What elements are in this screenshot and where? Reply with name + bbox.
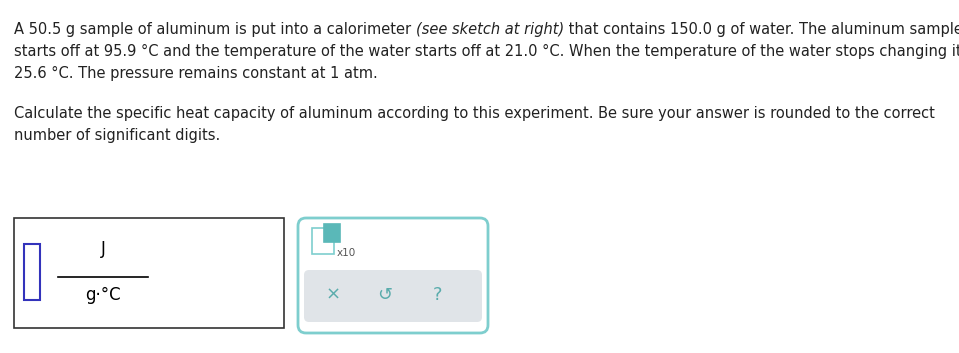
Text: ↺: ↺ bbox=[378, 286, 392, 304]
Text: ×: × bbox=[325, 286, 340, 304]
FancyBboxPatch shape bbox=[298, 218, 488, 333]
Text: number of significant digits.: number of significant digits. bbox=[14, 128, 221, 143]
Text: ?: ? bbox=[433, 286, 442, 304]
Text: J: J bbox=[101, 240, 105, 258]
Bar bbox=[14, 218, 284, 328]
Bar bbox=[324, 224, 340, 242]
Text: starts off at 95.9 °C and the temperature of the water starts off at 21.0 °C. Wh: starts off at 95.9 °C and the temperatur… bbox=[14, 44, 959, 59]
Text: A 50.5 g sample of aluminum is put into a calorimeter: A 50.5 g sample of aluminum is put into … bbox=[14, 22, 416, 37]
Bar bbox=[24, 244, 40, 300]
Text: g·°C: g·°C bbox=[85, 286, 121, 304]
Text: Calculate the specific heat capacity of aluminum according to this experiment. B: Calculate the specific heat capacity of … bbox=[14, 106, 935, 121]
Bar bbox=[312, 228, 334, 254]
Text: x10: x10 bbox=[337, 248, 356, 258]
FancyBboxPatch shape bbox=[304, 270, 482, 322]
Text: (see sketch at right): (see sketch at right) bbox=[416, 22, 564, 37]
Text: that contains 150.0 g of water. The aluminum sample: that contains 150.0 g of water. The alum… bbox=[564, 22, 959, 37]
Text: 25.6 °C. The pressure remains constant at 1 atm.: 25.6 °C. The pressure remains constant a… bbox=[14, 66, 378, 81]
